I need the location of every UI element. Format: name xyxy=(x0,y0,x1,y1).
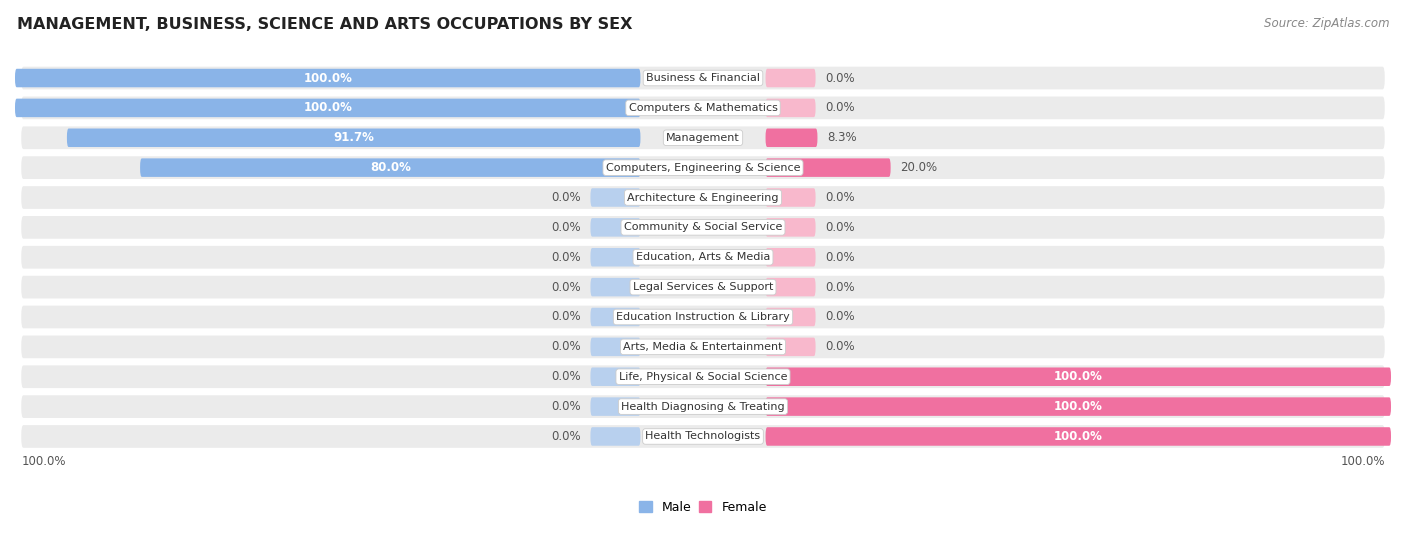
Text: 0.0%: 0.0% xyxy=(825,72,855,84)
FancyBboxPatch shape xyxy=(591,427,641,446)
Text: 100.0%: 100.0% xyxy=(304,101,352,115)
FancyBboxPatch shape xyxy=(765,367,1391,386)
FancyBboxPatch shape xyxy=(21,216,1385,239)
Text: 0.0%: 0.0% xyxy=(551,221,581,234)
Legend: Male, Female: Male, Female xyxy=(640,501,766,514)
FancyBboxPatch shape xyxy=(21,276,1385,299)
Text: 0.0%: 0.0% xyxy=(825,310,855,324)
FancyBboxPatch shape xyxy=(591,367,641,386)
FancyBboxPatch shape xyxy=(765,308,815,326)
FancyBboxPatch shape xyxy=(591,308,641,326)
Text: 0.0%: 0.0% xyxy=(551,430,581,443)
FancyBboxPatch shape xyxy=(67,129,641,147)
FancyBboxPatch shape xyxy=(765,218,815,236)
FancyBboxPatch shape xyxy=(765,129,817,147)
Text: 0.0%: 0.0% xyxy=(825,281,855,293)
Text: 100.0%: 100.0% xyxy=(1054,370,1102,383)
FancyBboxPatch shape xyxy=(15,98,641,117)
Text: 0.0%: 0.0% xyxy=(551,281,581,293)
FancyBboxPatch shape xyxy=(765,248,815,267)
Text: 20.0%: 20.0% xyxy=(900,161,938,174)
Text: 100.0%: 100.0% xyxy=(304,72,352,84)
Text: Community & Social Service: Community & Social Service xyxy=(624,222,782,233)
Text: 0.0%: 0.0% xyxy=(825,251,855,264)
FancyBboxPatch shape xyxy=(765,188,815,207)
Text: MANAGEMENT, BUSINESS, SCIENCE AND ARTS OCCUPATIONS BY SEX: MANAGEMENT, BUSINESS, SCIENCE AND ARTS O… xyxy=(17,17,633,32)
FancyBboxPatch shape xyxy=(591,248,641,267)
FancyBboxPatch shape xyxy=(21,186,1385,209)
FancyBboxPatch shape xyxy=(21,306,1385,328)
Text: 100.0%: 100.0% xyxy=(1054,430,1102,443)
Text: Management: Management xyxy=(666,133,740,143)
Text: 100.0%: 100.0% xyxy=(21,456,66,468)
Text: Arts, Media & Entertainment: Arts, Media & Entertainment xyxy=(623,342,783,352)
FancyBboxPatch shape xyxy=(15,69,641,87)
Text: Legal Services & Support: Legal Services & Support xyxy=(633,282,773,292)
Text: 8.3%: 8.3% xyxy=(827,131,856,144)
FancyBboxPatch shape xyxy=(141,158,641,177)
FancyBboxPatch shape xyxy=(591,218,641,236)
FancyBboxPatch shape xyxy=(765,397,1391,416)
Text: Source: ZipAtlas.com: Source: ZipAtlas.com xyxy=(1264,17,1389,30)
Text: 0.0%: 0.0% xyxy=(551,400,581,413)
FancyBboxPatch shape xyxy=(21,246,1385,269)
Text: Architecture & Engineering: Architecture & Engineering xyxy=(627,192,779,202)
Text: Education, Arts & Media: Education, Arts & Media xyxy=(636,252,770,262)
Text: 91.7%: 91.7% xyxy=(333,131,374,144)
Text: 100.0%: 100.0% xyxy=(1340,456,1385,468)
Text: 0.0%: 0.0% xyxy=(825,340,855,353)
FancyBboxPatch shape xyxy=(21,97,1385,119)
FancyBboxPatch shape xyxy=(765,278,815,296)
Text: Education Instruction & Library: Education Instruction & Library xyxy=(616,312,790,322)
Text: 0.0%: 0.0% xyxy=(825,221,855,234)
Text: 0.0%: 0.0% xyxy=(551,251,581,264)
Text: Life, Physical & Social Science: Life, Physical & Social Science xyxy=(619,372,787,382)
FancyBboxPatch shape xyxy=(21,157,1385,179)
FancyBboxPatch shape xyxy=(591,278,641,296)
Text: 0.0%: 0.0% xyxy=(551,310,581,324)
Text: 0.0%: 0.0% xyxy=(825,101,855,115)
Text: 0.0%: 0.0% xyxy=(551,191,581,204)
FancyBboxPatch shape xyxy=(765,427,1391,446)
FancyBboxPatch shape xyxy=(765,69,815,87)
Text: Business & Financial: Business & Financial xyxy=(645,73,761,83)
Text: Health Diagnosing & Treating: Health Diagnosing & Treating xyxy=(621,401,785,411)
Text: 80.0%: 80.0% xyxy=(370,161,411,174)
FancyBboxPatch shape xyxy=(591,188,641,207)
FancyBboxPatch shape xyxy=(21,395,1385,418)
FancyBboxPatch shape xyxy=(21,335,1385,358)
Text: Computers & Mathematics: Computers & Mathematics xyxy=(628,103,778,113)
Text: 0.0%: 0.0% xyxy=(551,370,581,383)
Text: Computers, Engineering & Science: Computers, Engineering & Science xyxy=(606,163,800,173)
Text: 0.0%: 0.0% xyxy=(551,340,581,353)
FancyBboxPatch shape xyxy=(591,338,641,356)
FancyBboxPatch shape xyxy=(591,397,641,416)
Text: Health Technologists: Health Technologists xyxy=(645,432,761,442)
FancyBboxPatch shape xyxy=(21,366,1385,388)
FancyBboxPatch shape xyxy=(765,338,815,356)
Text: 100.0%: 100.0% xyxy=(1054,400,1102,413)
FancyBboxPatch shape xyxy=(21,425,1385,448)
Text: 0.0%: 0.0% xyxy=(825,191,855,204)
FancyBboxPatch shape xyxy=(21,67,1385,89)
FancyBboxPatch shape xyxy=(765,158,890,177)
FancyBboxPatch shape xyxy=(765,98,815,117)
FancyBboxPatch shape xyxy=(21,126,1385,149)
